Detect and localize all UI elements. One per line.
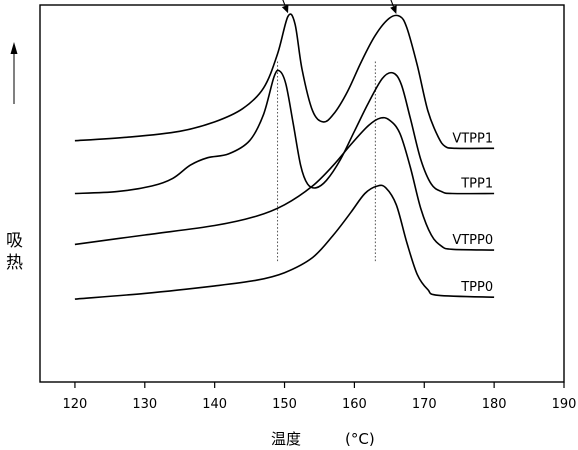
series-line-tpp1 <box>74 69 495 195</box>
x-tick-label: 150 <box>272 397 297 412</box>
annotation-arrow-shaft <box>390 0 394 7</box>
series-line-vtpp0 <box>74 116 495 251</box>
x-tick-label: 190 <box>552 397 577 412</box>
x-tick-label: 140 <box>202 397 227 412</box>
annotation-arrow-icon <box>390 5 397 14</box>
plot-frame <box>39 4 565 383</box>
series-label-vtpp1: VTPP1 <box>452 131 493 146</box>
x-tick-label: 120 <box>63 397 88 412</box>
series-label-tpp1: TPP1 <box>460 177 493 192</box>
series-line-tpp0 <box>74 184 495 300</box>
x-tick-label: 160 <box>342 397 367 412</box>
x-tick-label: 170 <box>412 397 437 412</box>
series-line-vtpp1 <box>74 13 495 150</box>
y-axis-label-char-2: 热 <box>6 253 23 273</box>
series-label-vtpp0: VTPP0 <box>452 233 493 248</box>
y-axis-label-char-1: 吸 <box>6 231 23 251</box>
y-direction-arrow-icon <box>10 42 18 54</box>
x-tick-label: 180 <box>482 397 507 412</box>
x-axis-title: 温度 <box>271 430 301 448</box>
annotation-arrow-icon <box>281 4 289 14</box>
series-label-tpp0: TPP0 <box>460 280 493 295</box>
x-axis-unit: (°C) <box>345 430 375 448</box>
x-tick-label: 130 <box>132 397 157 412</box>
annotation-arrow-shaft <box>282 0 286 7</box>
